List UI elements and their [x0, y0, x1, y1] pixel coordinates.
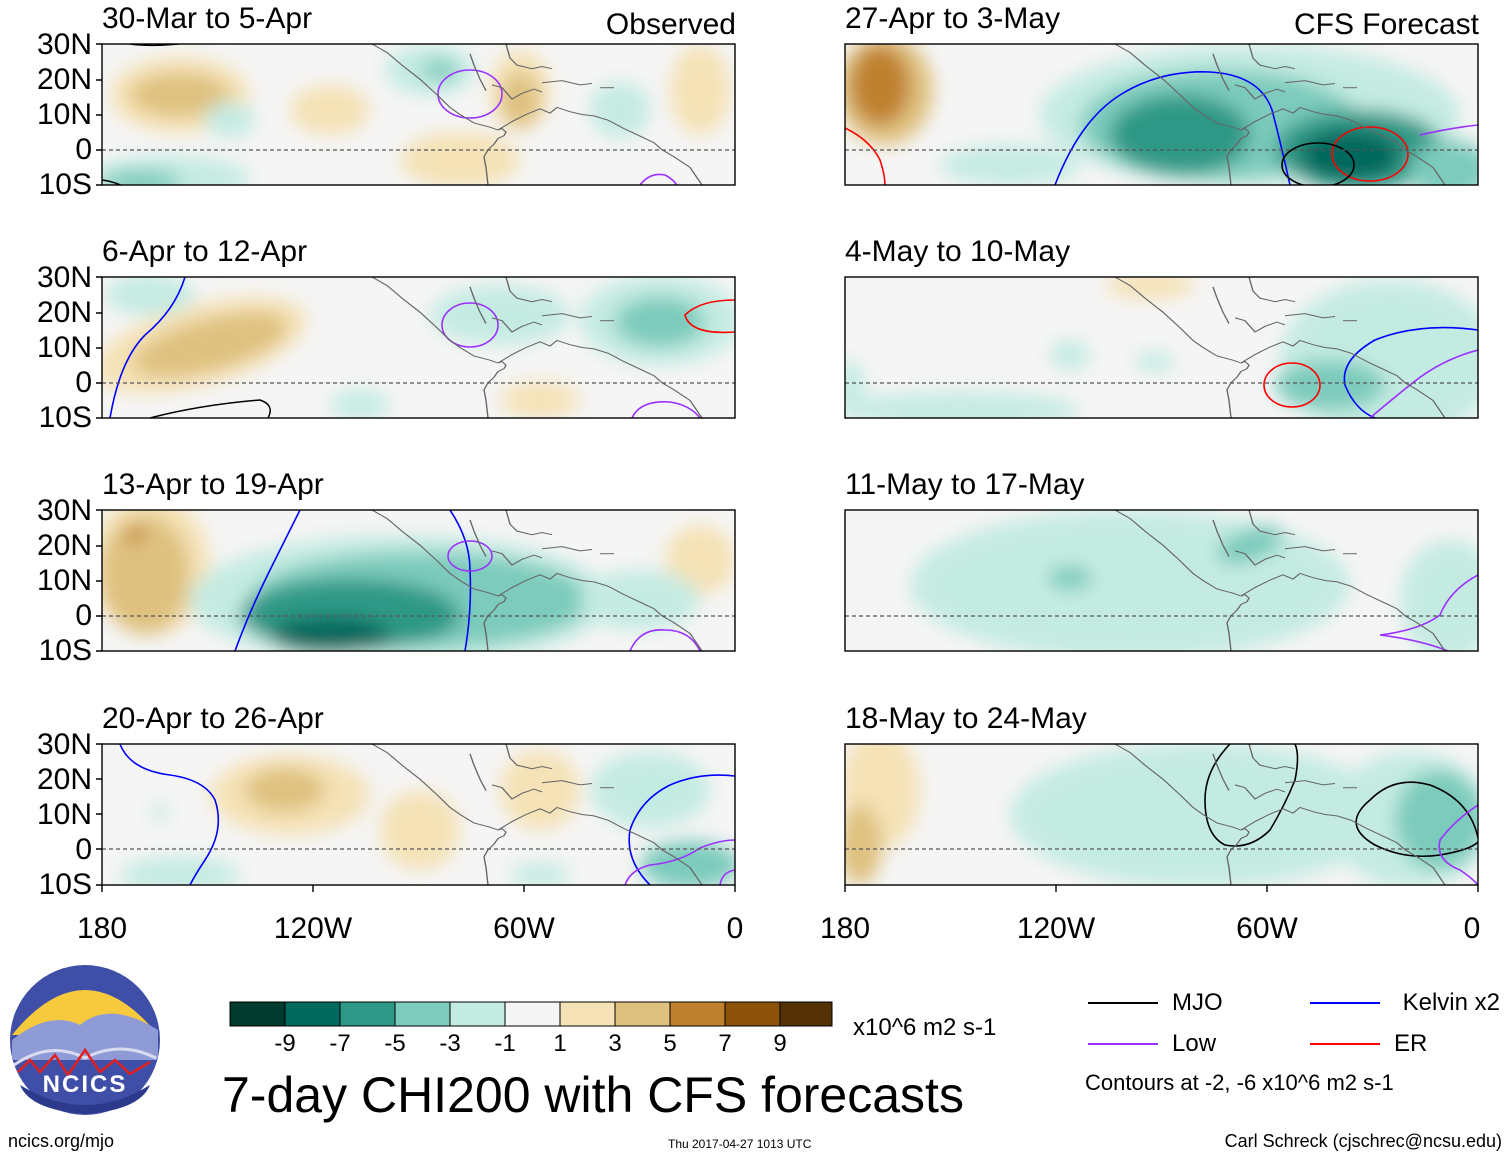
lat-label: 10N: [36, 564, 92, 597]
legend-kelvin-label: Kelvin x2: [1402, 989, 1500, 1016]
colorbar-tick-label: -5: [384, 1030, 406, 1057]
lat-label: 0: [75, 833, 92, 866]
axis-ticks: [96, 43, 1479, 892]
lat-label: 10N: [36, 798, 92, 831]
colorbar-tick-label: 1: [553, 1030, 567, 1057]
lat-label: 20N: [36, 296, 92, 329]
contour-legend-lines: [1088, 1002, 1380, 1045]
panel-period-label: 18-May to 24-May: [845, 702, 1087, 735]
lat-label: 30N: [36, 494, 92, 527]
lon-label: 180: [76, 912, 128, 945]
colorbar-tick-label: 5: [663, 1030, 677, 1057]
panel-observed-3: [101, 509, 736, 652]
lat-label: 30N: [36, 261, 92, 294]
lat-label: 0: [75, 133, 92, 166]
lon-label: 120W: [273, 912, 353, 945]
colorbar-tick-label: -3: [439, 1030, 461, 1057]
lat-label: 0: [75, 366, 92, 399]
cfs-forecast-label: CFS Forecast: [1293, 8, 1479, 41]
lat-label: 30N: [36, 28, 92, 61]
colorbar-tick-label: -1: [494, 1030, 516, 1057]
logo-text: NCICS: [42, 1071, 128, 1098]
lon-label: 60W: [1236, 912, 1298, 945]
lat-label: 10S: [38, 168, 92, 201]
lat-label: 20N: [36, 63, 92, 96]
panel-forecast-4: [844, 743, 1479, 886]
panel-period-label: 13-Apr to 19-Apr: [102, 468, 324, 501]
lat-label: 10N: [36, 331, 92, 364]
colorbar-tick-label: -7: [329, 1030, 351, 1057]
lat-label: 0: [75, 599, 92, 632]
observed-label: Observed: [605, 8, 736, 41]
lat-label: 10S: [38, 634, 92, 667]
legend-low-label: Low: [1172, 1030, 1217, 1057]
colorbar-tick-label: 3: [608, 1030, 622, 1057]
lon-label: 0: [726, 912, 744, 945]
lat-label: 20N: [36, 529, 92, 562]
colorbar-tick-label: -9: [274, 1030, 296, 1057]
lon-label: 0: [1463, 912, 1481, 945]
panel-forecast-3: [844, 509, 1479, 652]
lon-label: 120W: [1016, 912, 1096, 945]
panel-observed-4: [101, 743, 736, 886]
panel-period-label: 27-Apr to 3-May: [845, 2, 1061, 35]
lat-label: 30N: [36, 728, 92, 761]
legend-er-label: ER: [1394, 1030, 1428, 1057]
panel-period-label: 11-May to 17-May: [845, 468, 1085, 501]
figure-title: 7-day CHI200 with CFS forecasts: [222, 1067, 964, 1123]
lat-label: 10S: [38, 401, 92, 434]
panel-period-label: 20-Apr to 26-Apr: [102, 702, 324, 735]
panel-observed-2: [101, 276, 736, 419]
panel-period-label: 6-Apr to 12-Apr: [102, 235, 308, 268]
legend-mjo-label: MJO: [1172, 989, 1223, 1016]
panel-observed-1: [101, 43, 736, 186]
colorbar-tick-label: 7: [718, 1030, 732, 1057]
lat-label: 20N: [36, 763, 92, 796]
contour-note: Contours at -2, -6 x10^6 m2 s-1: [1085, 1070, 1394, 1095]
lon-label: 180: [819, 912, 871, 945]
panel-forecast-1: [844, 43, 1479, 186]
colorbar-units: x10^6 m2 s-1: [853, 1014, 997, 1041]
lat-label: 10N: [36, 98, 92, 131]
footer-author: Carl Schreck (cjschrec@ncsu.edu): [1224, 1131, 1502, 1151]
footer-url[interactable]: ncics.org/mjo: [8, 1131, 115, 1151]
lon-label: 60W: [493, 912, 555, 945]
ncics-logo: [10, 965, 160, 1115]
panel-period-label: 4-May to 10-May: [845, 235, 1071, 268]
footer-timestamp: Thu 2017-04-27 1013 UTC: [668, 1137, 812, 1151]
panel-period-label: 30-Mar to 5-Apr: [102, 2, 313, 35]
panel-forecast-2: [844, 276, 1479, 419]
colorbar-tick-label: 9: [773, 1030, 787, 1057]
lat-label: 10S: [38, 868, 92, 901]
colorbar: [229, 1001, 833, 1027]
